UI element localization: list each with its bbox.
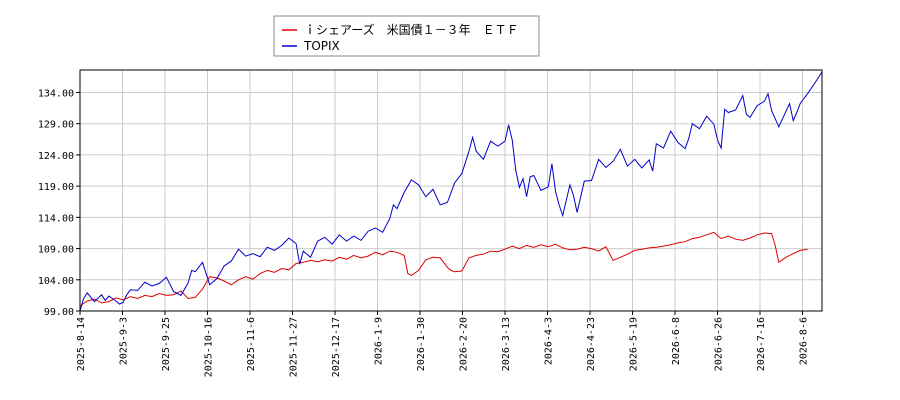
x-tick-label: 2026-5-19 bbox=[629, 317, 640, 371]
x-tick-label: 2026-3-13 bbox=[501, 317, 512, 371]
x-tick-label: 2026-8-6 bbox=[799, 317, 810, 365]
y-tick-label: 104.00 bbox=[38, 276, 74, 287]
x-tick-label: 2025-12-17 bbox=[331, 317, 342, 377]
grid bbox=[79, 70, 822, 312]
x-tick-label: 2025-11-27 bbox=[289, 317, 300, 377]
series-line-topix bbox=[79, 71, 823, 312]
x-tick-label: 2026-4-3 bbox=[544, 317, 555, 365]
y-tick-label: 119.00 bbox=[38, 182, 74, 193]
legend: ｉシェアーズ 米国債１－３年 ＥＴＦ TOPIX bbox=[273, 15, 540, 57]
plot-frame bbox=[79, 69, 823, 312]
x-tick-label: 2026-1-9 bbox=[374, 317, 385, 365]
x-tick-label: 2025-10-16 bbox=[204, 317, 215, 377]
legend-box bbox=[273, 15, 540, 57]
y-tick-label: 109.00 bbox=[38, 245, 74, 256]
x-tick-label: 2025-8-14 bbox=[76, 317, 87, 371]
x-tick-label: 2026-7-16 bbox=[756, 317, 767, 371]
x-tick-label: 2025-9-3 bbox=[119, 317, 130, 365]
x-tick-label: 2026-6-8 bbox=[671, 317, 682, 365]
series-line-etf bbox=[79, 231, 808, 307]
x-tick-label: 2025-9-25 bbox=[161, 317, 172, 371]
y-tick-label: 124.00 bbox=[38, 151, 74, 162]
x-tick-label: 2025-11-6 bbox=[246, 317, 257, 371]
series-lines bbox=[79, 71, 823, 312]
plot-area bbox=[80, 70, 822, 311]
y-tick-label: 134.00 bbox=[38, 88, 74, 99]
y-tick-label: 114.00 bbox=[38, 213, 74, 224]
legend-label-topix: TOPIX bbox=[303, 39, 340, 53]
x-tick-label: 2026-1-30 bbox=[416, 317, 427, 371]
x-tick-label: 2026-4-23 bbox=[586, 317, 597, 371]
x-tick-label: 2026-2-20 bbox=[459, 317, 470, 371]
legend-label-etf: ｉシェアーズ 米国債１－３年 ＥＴＦ bbox=[304, 22, 519, 37]
y-tick-label: 129.00 bbox=[38, 120, 74, 131]
axes: 99.00 104.00 109.00 114.00 119.00 124.00 129.0… bbox=[38, 88, 810, 377]
x-tick-label: 2026-6-26 bbox=[714, 317, 725, 371]
y-tick-label: 99.00 bbox=[44, 307, 74, 318]
